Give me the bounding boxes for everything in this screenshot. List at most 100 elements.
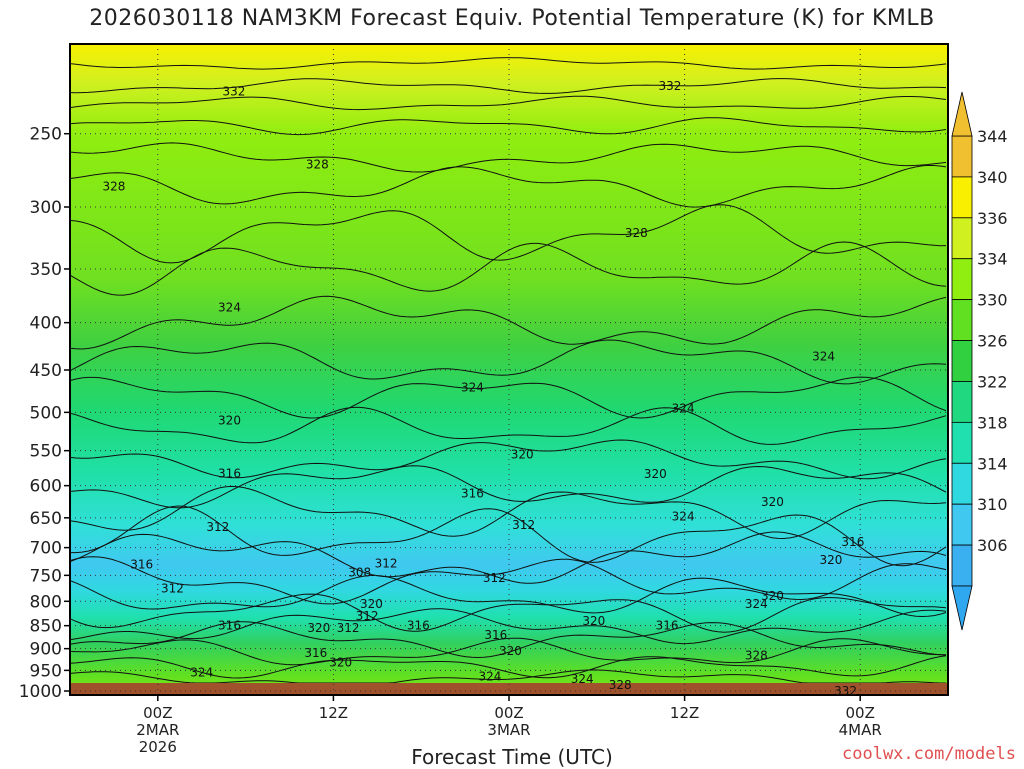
contour-line bbox=[70, 505, 947, 567]
contour-label: 316 bbox=[461, 487, 484, 501]
y-tick-label: 1000 bbox=[19, 682, 62, 702]
contour-label: 316 bbox=[841, 535, 864, 549]
y-tick-label: 300 bbox=[30, 198, 62, 218]
contour-label: 316 bbox=[407, 619, 430, 633]
colorbar-tick-label: 334 bbox=[977, 250, 1008, 269]
contour-label: 324 bbox=[812, 349, 835, 363]
colorbar-tick-label: 336 bbox=[977, 209, 1008, 228]
contour-label: 328 bbox=[745, 648, 768, 662]
contour-label: 332 bbox=[222, 84, 245, 98]
y-tick-label: 950 bbox=[30, 661, 62, 681]
contour-label: 324 bbox=[218, 300, 241, 314]
contour-label: 332 bbox=[659, 79, 682, 93]
colorbar-tick-label: 314 bbox=[977, 454, 1008, 473]
contour-line bbox=[69, 78, 947, 94]
x-tick-label: 3MAR bbox=[487, 721, 530, 739]
contour-line bbox=[69, 608, 947, 645]
colorbar-segment bbox=[951, 462, 973, 505]
y-tick-label: 600 bbox=[30, 477, 62, 497]
contour-label: 312 bbox=[356, 609, 379, 623]
colorbar-top-arrow bbox=[951, 91, 973, 137]
contour-line bbox=[69, 465, 947, 509]
contour-label: 328 bbox=[625, 226, 648, 240]
colorbar-tick-label: 330 bbox=[977, 291, 1008, 310]
contour-line bbox=[69, 637, 947, 666]
contour-line bbox=[69, 117, 947, 136]
x-tick-label: 00Z bbox=[494, 704, 523, 722]
y-tick-label: 500 bbox=[30, 403, 62, 423]
contour-label: 324 bbox=[745, 597, 768, 611]
y-tick-label: 550 bbox=[30, 442, 62, 462]
contour-label: 320 bbox=[307, 621, 330, 635]
contour-label: 320 bbox=[761, 495, 784, 509]
contour-label: 316 bbox=[218, 466, 241, 480]
y-tick-label: 250 bbox=[30, 125, 62, 145]
x-tick-label: 12Z bbox=[670, 704, 699, 722]
contour-line bbox=[69, 295, 947, 350]
colorbar-segment bbox=[951, 217, 973, 260]
colorbar-segment bbox=[951, 176, 973, 219]
credit-text: coolwx.com/models bbox=[842, 744, 1016, 764]
contour-label: 312 bbox=[206, 520, 229, 534]
colorbar-segment bbox=[951, 258, 973, 301]
contour-line bbox=[69, 593, 947, 633]
contour-line bbox=[69, 406, 947, 445]
contour-label: 320 bbox=[644, 467, 667, 481]
contour-label: 312 bbox=[161, 582, 184, 596]
y-tick-label: 400 bbox=[30, 314, 62, 334]
contour-line bbox=[69, 669, 946, 684]
contour-label: 324 bbox=[571, 672, 594, 686]
contour-line bbox=[69, 142, 947, 173]
contour-label: 324 bbox=[461, 380, 484, 394]
y-tick-label: 750 bbox=[30, 566, 62, 586]
contour-label: 316 bbox=[218, 619, 241, 633]
colorbar-segment bbox=[951, 503, 973, 546]
chart-title: 2026030118 NAM3KM Forecast Equiv. Potent… bbox=[89, 6, 935, 31]
y-tick-label: 900 bbox=[30, 640, 62, 660]
x-axis-title: Forecast Time (UTC) bbox=[411, 745, 613, 769]
contour-line bbox=[69, 164, 947, 208]
colorbar-tick-label: 318 bbox=[977, 413, 1008, 432]
y-tick-label: 350 bbox=[30, 260, 62, 280]
contour-line bbox=[69, 241, 947, 296]
contour-label: 312 bbox=[337, 621, 360, 635]
colorbar-tick-label: 310 bbox=[977, 495, 1008, 514]
contour-label: 328 bbox=[102, 179, 125, 193]
y-tick-label: 800 bbox=[30, 592, 62, 612]
contour-label: 320 bbox=[329, 656, 352, 670]
x-tick-label: 12Z bbox=[319, 704, 348, 722]
x-tick-label: 2026 bbox=[139, 738, 177, 756]
contour-label: 312 bbox=[512, 518, 535, 532]
contour-label: 320 bbox=[582, 614, 605, 628]
contour-label: 324 bbox=[479, 670, 502, 684]
contour-label: 328 bbox=[306, 158, 329, 172]
contour-label: 316 bbox=[656, 619, 679, 633]
x-tick-label: 2MAR bbox=[136, 721, 179, 739]
colorbar-tick-label: 344 bbox=[977, 127, 1008, 146]
contour-label: 324 bbox=[672, 510, 695, 524]
colorbar-bottom-arrow bbox=[951, 585, 973, 631]
contour-line bbox=[69, 531, 947, 584]
y-tick-label: 650 bbox=[30, 509, 62, 529]
contour-line bbox=[69, 95, 947, 111]
colorbar-segment bbox=[951, 340, 973, 382]
colorbar-segment bbox=[951, 381, 973, 423]
contour-line bbox=[69, 439, 947, 480]
contour-label: 316 bbox=[484, 628, 507, 642]
x-tick-label: 00Z bbox=[143, 704, 172, 722]
colorbar-tick-label: 306 bbox=[977, 536, 1008, 555]
colorbar-segment bbox=[951, 544, 973, 587]
contour-label: 324 bbox=[190, 665, 213, 679]
y-tick-label: 850 bbox=[30, 617, 62, 637]
contour-label: 320 bbox=[761, 589, 784, 603]
colorbar-segment bbox=[951, 421, 973, 464]
contour-label: 332 bbox=[834, 684, 857, 698]
contour-line bbox=[69, 57, 947, 70]
colorbar-segment bbox=[951, 135, 973, 178]
colorbar-tick-label: 326 bbox=[977, 332, 1008, 351]
contour-label: 316 bbox=[304, 646, 327, 660]
y-tick-label: 450 bbox=[30, 361, 62, 381]
contour-label: 320 bbox=[360, 597, 383, 611]
contour-label: 324 bbox=[672, 401, 695, 415]
